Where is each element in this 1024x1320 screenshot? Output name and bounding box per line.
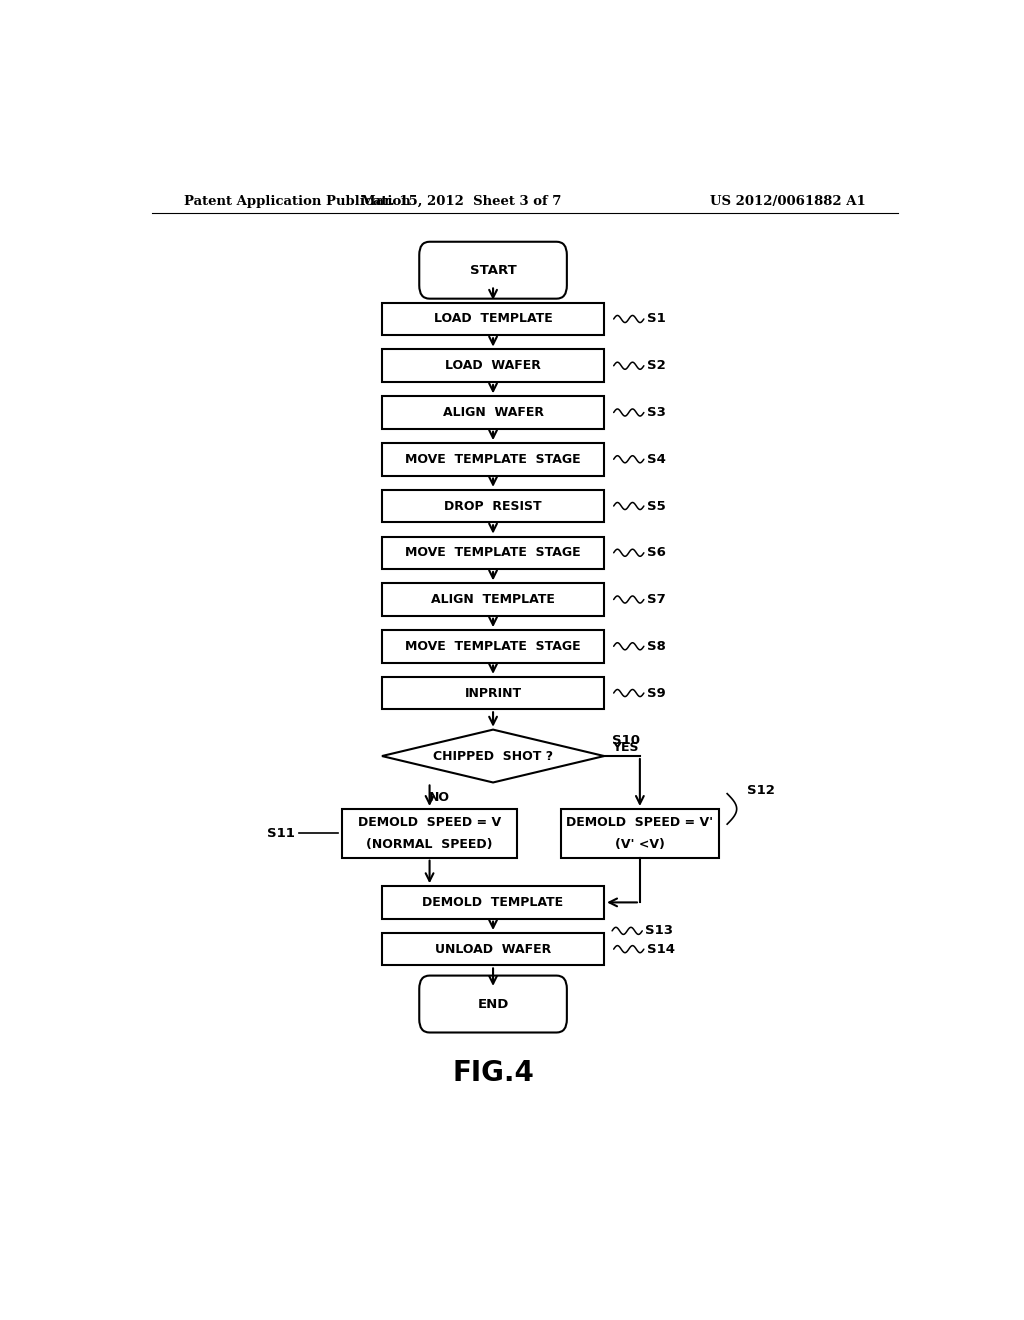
Text: S12: S12 (748, 784, 775, 797)
Text: MOVE  TEMPLATE  STAGE: MOVE TEMPLATE STAGE (406, 640, 581, 653)
Text: LOAD  WAFER: LOAD WAFER (445, 359, 541, 372)
Text: ALIGN  TEMPLATE: ALIGN TEMPLATE (431, 593, 555, 606)
FancyBboxPatch shape (382, 933, 604, 965)
FancyBboxPatch shape (382, 396, 604, 429)
Text: DEMOLD  SPEED = V': DEMOLD SPEED = V' (566, 816, 714, 829)
Text: S8: S8 (647, 640, 666, 653)
FancyBboxPatch shape (382, 536, 604, 569)
FancyBboxPatch shape (382, 630, 604, 663)
Text: INPRINT: INPRINT (465, 686, 521, 700)
FancyBboxPatch shape (342, 809, 517, 858)
Text: DEMOLD  TEMPLATE: DEMOLD TEMPLATE (423, 896, 563, 909)
FancyBboxPatch shape (419, 975, 567, 1032)
FancyBboxPatch shape (560, 809, 719, 858)
Polygon shape (382, 730, 604, 783)
Text: START: START (470, 264, 516, 277)
Text: S1: S1 (647, 313, 666, 326)
Text: FIG.4: FIG.4 (453, 1059, 534, 1088)
Text: S5: S5 (647, 499, 666, 512)
Text: END: END (477, 998, 509, 1011)
Text: (NORMAL  SPEED): (NORMAL SPEED) (367, 837, 493, 850)
Text: S2: S2 (647, 359, 666, 372)
FancyBboxPatch shape (382, 677, 604, 709)
Text: US 2012/0061882 A1: US 2012/0061882 A1 (711, 194, 866, 207)
Text: S7: S7 (647, 593, 666, 606)
Text: MOVE  TEMPLATE  STAGE: MOVE TEMPLATE STAGE (406, 453, 581, 466)
FancyBboxPatch shape (382, 444, 604, 475)
Text: S9: S9 (647, 686, 666, 700)
Text: S6: S6 (647, 546, 666, 560)
Text: DROP  RESIST: DROP RESIST (444, 499, 542, 512)
Text: S3: S3 (647, 407, 666, 418)
FancyBboxPatch shape (382, 302, 604, 335)
Text: CHIPPED  SHOT ?: CHIPPED SHOT ? (433, 750, 553, 763)
Text: S11: S11 (267, 826, 295, 840)
FancyBboxPatch shape (419, 242, 567, 298)
Text: ALIGN  WAFER: ALIGN WAFER (442, 407, 544, 418)
Text: S14: S14 (647, 942, 675, 956)
FancyBboxPatch shape (382, 583, 604, 616)
Text: MOVE  TEMPLATE  STAGE: MOVE TEMPLATE STAGE (406, 546, 581, 560)
Text: UNLOAD  WAFER: UNLOAD WAFER (435, 942, 551, 956)
Text: S4: S4 (647, 453, 666, 466)
Text: LOAD  TEMPLATE: LOAD TEMPLATE (434, 313, 552, 326)
Text: (V' <V): (V' <V) (615, 837, 665, 850)
Text: S13: S13 (645, 924, 674, 937)
Text: NO: NO (429, 791, 450, 804)
Text: Patent Application Publication: Patent Application Publication (183, 194, 411, 207)
Text: Mar. 15, 2012  Sheet 3 of 7: Mar. 15, 2012 Sheet 3 of 7 (361, 194, 561, 207)
FancyBboxPatch shape (382, 350, 604, 381)
Text: DEMOLD  SPEED = V: DEMOLD SPEED = V (358, 816, 501, 829)
FancyBboxPatch shape (382, 886, 604, 919)
Text: YES: YES (612, 742, 639, 755)
Text: S10: S10 (612, 734, 640, 747)
FancyBboxPatch shape (382, 490, 604, 523)
